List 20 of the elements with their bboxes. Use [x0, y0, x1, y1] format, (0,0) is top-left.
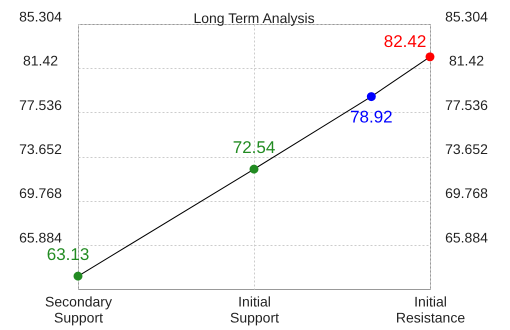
data-label: 78.92	[350, 108, 393, 127]
y-tick-label: 77.536	[19, 96, 62, 113]
y2-tick-label: 69.768	[445, 185, 488, 202]
y-tick-label: 81.42	[22, 52, 58, 69]
x-tick-label: Initial Resistance	[396, 294, 466, 326]
y-tick-label: 65.884	[19, 229, 62, 246]
data-label: 82.42	[384, 32, 426, 51]
y2-tick-label: 73.652	[445, 141, 488, 157]
y-tick-label: 73.652	[19, 141, 62, 157]
x-tick-label: Initial Support	[230, 294, 280, 326]
x-tick-label: Secondary Support	[45, 294, 112, 326]
y-tick-label: 85.304	[19, 8, 62, 24]
y2-tick-label: 77.536	[445, 96, 488, 113]
y-tick-label: 69.768	[19, 185, 62, 202]
data-label: 72.54	[232, 138, 276, 158]
y2-tick-label: 85.304	[445, 8, 488, 24]
y2-tick-label: 65.884	[445, 229, 488, 246]
chart-title: Long Term Analysis	[193, 10, 315, 26]
y2-tick-label: 81.42	[448, 52, 484, 69]
data-label: 63.13	[46, 245, 90, 264]
